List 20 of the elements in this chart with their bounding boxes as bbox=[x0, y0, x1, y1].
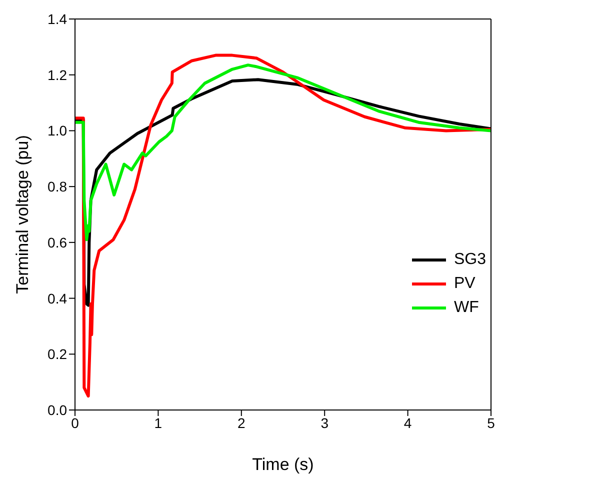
y-tick-label: 0.8 bbox=[48, 178, 68, 195]
y-tick-label: 1.4 bbox=[48, 10, 68, 27]
y-tick-label: 0.0 bbox=[48, 402, 68, 418]
x-tick-label: 5 bbox=[487, 414, 496, 431]
x-axis-title: Time (s) bbox=[252, 455, 314, 474]
y-tick-label: 0.4 bbox=[48, 290, 68, 306]
x-tick-label: 0 bbox=[71, 414, 80, 431]
y-tick-label: 1.2 bbox=[48, 66, 68, 83]
legend-label: SG3 bbox=[454, 251, 486, 269]
y-tick-label: 0.2 bbox=[48, 346, 68, 362]
x-tick-label: 1 bbox=[154, 414, 162, 431]
x-tick-label: 2 bbox=[238, 414, 246, 431]
x-tick-label: 3 bbox=[320, 414, 329, 431]
y-axis-title: Terminal voltage (pu) bbox=[13, 135, 32, 294]
y-tick-label: 1.0 bbox=[48, 122, 68, 139]
legend-label: PV bbox=[454, 275, 476, 293]
legend-label: WF bbox=[454, 299, 479, 317]
y-tick-label: 0.6 bbox=[48, 234, 68, 250]
line-series bbox=[75, 64, 491, 242]
x-tick-label: 4 bbox=[404, 414, 412, 431]
